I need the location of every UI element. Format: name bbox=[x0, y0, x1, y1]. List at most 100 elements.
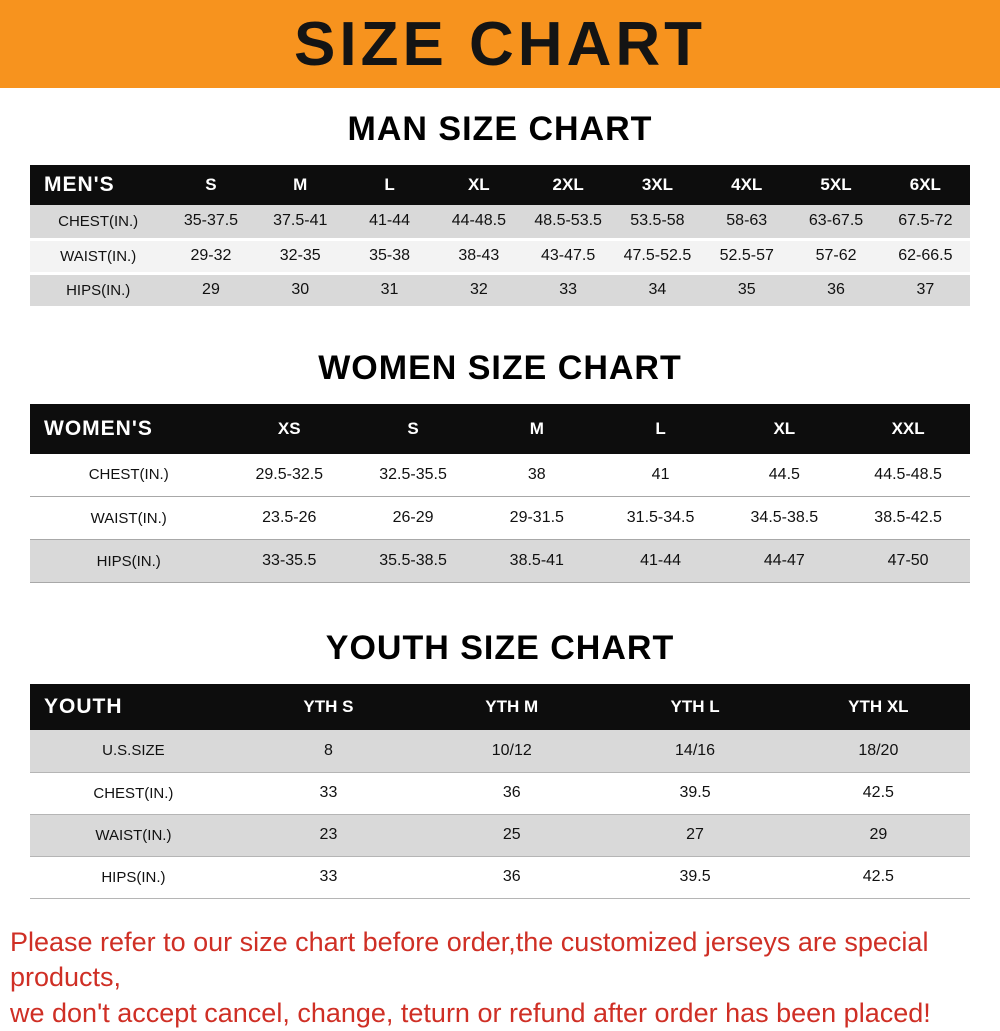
column-header: XXL bbox=[846, 404, 970, 454]
table-cell: 44-48.5 bbox=[434, 205, 523, 239]
table-cell: 44-47 bbox=[722, 540, 846, 583]
table-cell: 41-44 bbox=[345, 205, 434, 239]
table-cell: 29 bbox=[166, 273, 255, 307]
table-corner-label: MEN'S bbox=[30, 165, 166, 205]
table-cell: 34.5-38.5 bbox=[722, 497, 846, 540]
column-header: YTH XL bbox=[787, 684, 970, 730]
column-header: 2XL bbox=[523, 165, 612, 205]
column-header: S bbox=[166, 165, 255, 205]
row-label: CHEST(IN.) bbox=[30, 454, 227, 497]
table-cell: 36 bbox=[420, 856, 603, 898]
table-cell: 31.5-34.5 bbox=[599, 497, 723, 540]
column-header: YTH M bbox=[420, 684, 603, 730]
table-cell: 30 bbox=[256, 273, 345, 307]
table-cell: 36 bbox=[420, 772, 603, 814]
table-cell: 42.5 bbox=[787, 856, 970, 898]
table-cell: 38.5-41 bbox=[475, 540, 599, 583]
table-cell: 47-50 bbox=[846, 540, 970, 583]
banner-title: SIZE CHART bbox=[294, 9, 706, 80]
row-label: HIPS(IN.) bbox=[30, 273, 166, 307]
footer-note: Please refer to our size chart before or… bbox=[10, 925, 990, 1031]
column-header: M bbox=[256, 165, 345, 205]
column-header: L bbox=[599, 404, 723, 454]
table-cell: 48.5-53.5 bbox=[523, 205, 612, 239]
row-label: HIPS(IN.) bbox=[30, 540, 227, 583]
table-cell: 33 bbox=[237, 856, 420, 898]
table-cell: 10/12 bbox=[420, 730, 603, 772]
table-cell: 18/20 bbox=[787, 730, 970, 772]
table-cell: 27 bbox=[603, 814, 786, 856]
table-cell: 32 bbox=[434, 273, 523, 307]
column-header: YTH S bbox=[237, 684, 420, 730]
table-cell: 33 bbox=[237, 772, 420, 814]
row-label: WAIST(IN.) bbox=[30, 814, 237, 856]
column-header: 4XL bbox=[702, 165, 791, 205]
table-cell: 38-43 bbox=[434, 239, 523, 273]
table-cell: 44.5 bbox=[722, 454, 846, 497]
table-cell: 39.5 bbox=[603, 856, 786, 898]
table-cell: 33 bbox=[523, 273, 612, 307]
table-cell: 39.5 bbox=[603, 772, 786, 814]
footer-note-line-2: we don't accept cancel, change, teturn o… bbox=[10, 996, 990, 1031]
column-header: S bbox=[351, 404, 475, 454]
table-cell: 41 bbox=[599, 454, 723, 497]
column-header: 6XL bbox=[881, 165, 970, 205]
column-header: XS bbox=[227, 404, 351, 454]
table-cell: 32-35 bbox=[256, 239, 345, 273]
table-cell: 34 bbox=[613, 273, 702, 307]
table-cell: 41-44 bbox=[599, 540, 723, 583]
table-cell: 26-29 bbox=[351, 497, 475, 540]
table-cell: 25 bbox=[420, 814, 603, 856]
table-cell: 29-31.5 bbox=[475, 497, 599, 540]
table-cell: 53.5-58 bbox=[613, 205, 702, 239]
column-header: M bbox=[475, 404, 599, 454]
table-cell: 62-66.5 bbox=[881, 239, 970, 273]
table-corner-label: YOUTH bbox=[30, 684, 237, 730]
table-cell: 14/16 bbox=[603, 730, 786, 772]
table-cell: 8 bbox=[237, 730, 420, 772]
row-label: WAIST(IN.) bbox=[30, 239, 166, 273]
table-cell: 57-62 bbox=[791, 239, 880, 273]
table-cell: 33-35.5 bbox=[227, 540, 351, 583]
table-cell: 44.5-48.5 bbox=[846, 454, 970, 497]
table-cell: 29-32 bbox=[166, 239, 255, 273]
table-cell: 23 bbox=[237, 814, 420, 856]
women-size-chart-heading: WOMEN SIZE CHART bbox=[0, 349, 1000, 388]
table-cell: 35-38 bbox=[345, 239, 434, 273]
footer-note-line-1: Please refer to our size chart before or… bbox=[10, 925, 990, 996]
table-cell: 35 bbox=[702, 273, 791, 307]
table-cell: 58-63 bbox=[702, 205, 791, 239]
table-cell: 43-47.5 bbox=[523, 239, 612, 273]
column-header: 3XL bbox=[613, 165, 702, 205]
row-label: WAIST(IN.) bbox=[30, 497, 227, 540]
table-cell: 52.5-57 bbox=[702, 239, 791, 273]
size-chart-banner: SIZE CHART bbox=[0, 0, 1000, 88]
column-header: XL bbox=[434, 165, 523, 205]
row-label: HIPS(IN.) bbox=[30, 856, 237, 898]
table-cell: 38 bbox=[475, 454, 599, 497]
table-cell: 35.5-38.5 bbox=[351, 540, 475, 583]
table-cell: 35-37.5 bbox=[166, 205, 255, 239]
table-cell: 29.5-32.5 bbox=[227, 454, 351, 497]
youth-size-chart-heading: YOUTH SIZE CHART bbox=[0, 629, 1000, 668]
table-corner-label: WOMEN'S bbox=[30, 404, 227, 454]
column-header: 5XL bbox=[791, 165, 880, 205]
row-label: CHEST(IN.) bbox=[30, 205, 166, 239]
